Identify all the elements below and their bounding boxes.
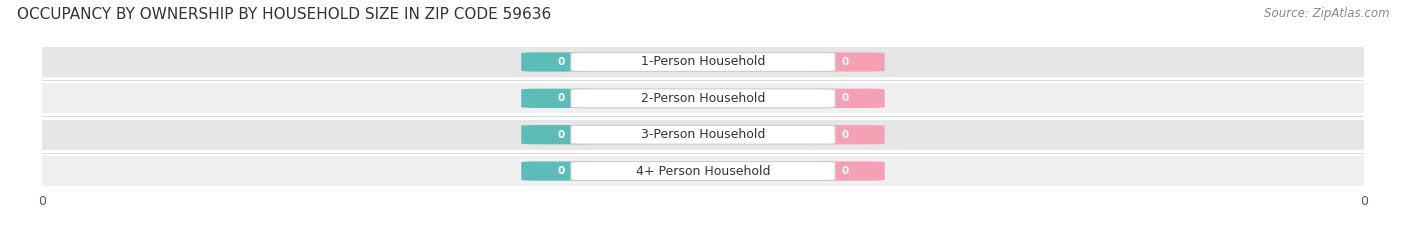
FancyBboxPatch shape — [522, 125, 600, 144]
FancyBboxPatch shape — [806, 52, 884, 72]
Text: 0: 0 — [557, 130, 565, 140]
Text: OCCUPANCY BY OWNERSHIP BY HOUSEHOLD SIZE IN ZIP CODE 59636: OCCUPANCY BY OWNERSHIP BY HOUSEHOLD SIZE… — [17, 7, 551, 22]
FancyBboxPatch shape — [806, 125, 884, 144]
FancyBboxPatch shape — [571, 52, 835, 71]
FancyBboxPatch shape — [522, 89, 600, 108]
Text: 4+ Person Household: 4+ Person Household — [636, 164, 770, 178]
Text: 0: 0 — [557, 166, 565, 176]
FancyBboxPatch shape — [571, 89, 835, 108]
Bar — [42, 120, 1364, 150]
Text: 3-Person Household: 3-Person Household — [641, 128, 765, 141]
Text: 0: 0 — [557, 57, 565, 67]
FancyBboxPatch shape — [806, 161, 884, 181]
Text: 0: 0 — [841, 130, 849, 140]
Text: 0: 0 — [841, 93, 849, 103]
FancyBboxPatch shape — [571, 162, 835, 181]
Text: 1-Person Household: 1-Person Household — [641, 55, 765, 69]
FancyBboxPatch shape — [806, 89, 884, 108]
FancyBboxPatch shape — [571, 125, 835, 144]
Text: 0: 0 — [841, 57, 849, 67]
Bar — [42, 156, 1364, 186]
Bar — [42, 47, 1364, 77]
Bar — [42, 83, 1364, 113]
FancyBboxPatch shape — [522, 161, 600, 181]
Text: Source: ZipAtlas.com: Source: ZipAtlas.com — [1264, 7, 1389, 20]
FancyBboxPatch shape — [522, 52, 600, 72]
Text: 0: 0 — [557, 93, 565, 103]
Text: 0: 0 — [841, 166, 849, 176]
Text: 2-Person Household: 2-Person Household — [641, 92, 765, 105]
